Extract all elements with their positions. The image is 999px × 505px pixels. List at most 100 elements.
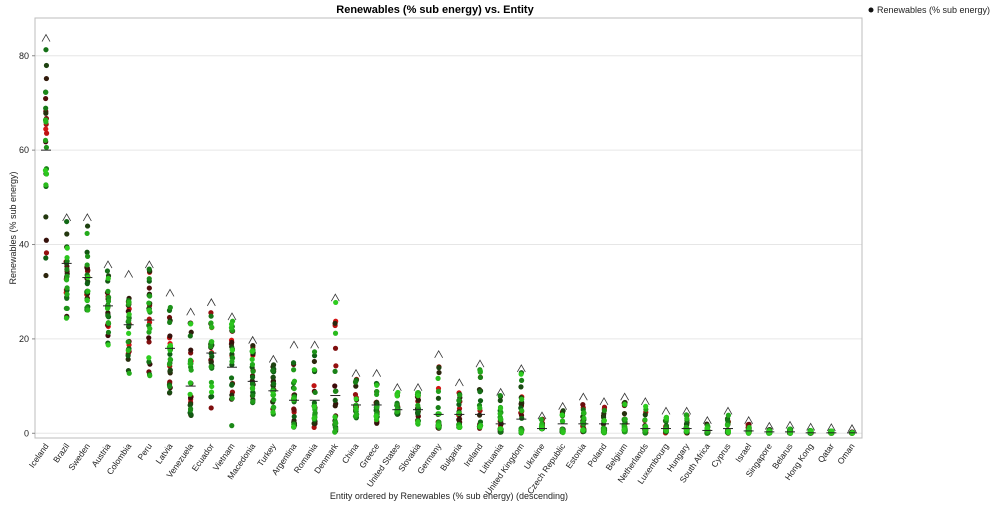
- data-point: [43, 130, 50, 136]
- data-point: [621, 411, 628, 417]
- data-point: [167, 351, 173, 357]
- data-point: [270, 374, 276, 380]
- data-point: [250, 368, 256, 375]
- data-point: [332, 397, 338, 403]
- data-point: [332, 414, 338, 420]
- data-point: [229, 423, 235, 429]
- data-point: [538, 416, 545, 423]
- data-point: [415, 393, 421, 399]
- data-point: [146, 300, 152, 306]
- data-point: [126, 311, 132, 317]
- max-caret: [702, 416, 712, 425]
- data-point: [63, 315, 70, 321]
- data-point: [435, 404, 441, 411]
- data-point: [394, 408, 401, 414]
- data-point: [415, 419, 421, 425]
- data-point: [42, 137, 49, 144]
- data-point: [436, 365, 442, 371]
- x-tick-label: Bulgaria: [438, 441, 464, 473]
- data-point: [249, 348, 255, 355]
- data-point: [332, 368, 338, 374]
- data-point: [85, 288, 91, 294]
- data-point: [435, 388, 442, 394]
- data-point: [497, 405, 504, 411]
- x-tick-label: Israel: [733, 441, 753, 464]
- data-point: [167, 356, 173, 362]
- legend[interactable]: Renewables (% sub energy): [868, 5, 991, 15]
- max-caret: [268, 354, 278, 363]
- data-point: [456, 417, 462, 423]
- data-point: [250, 392, 256, 399]
- data-point: [43, 255, 49, 261]
- data-point: [560, 408, 566, 414]
- data-point: [208, 389, 215, 395]
- data-point: [622, 401, 628, 407]
- data-point: [146, 335, 152, 341]
- max-caret: [723, 406, 733, 415]
- data-point: [64, 291, 70, 297]
- data-point: [519, 408, 525, 414]
- data-point: [291, 385, 297, 392]
- data-point: [683, 428, 690, 434]
- data-point: [436, 411, 442, 417]
- data-point: [725, 412, 732, 418]
- data-point: [311, 349, 318, 355]
- data-point: [684, 416, 690, 422]
- data-point: [436, 369, 442, 376]
- data-point: [125, 339, 131, 345]
- data-point: [498, 416, 504, 422]
- data-point: [105, 320, 111, 326]
- data-point: [333, 363, 339, 369]
- data-point: [105, 342, 111, 348]
- data-point: [146, 339, 152, 345]
- data-point: [787, 430, 793, 436]
- data-point: [146, 359, 152, 365]
- data-point: [43, 89, 49, 95]
- data-point: [188, 347, 194, 353]
- data-point: [290, 360, 297, 366]
- chart-title: Renewables (% sub energy) vs. Entity: [336, 4, 534, 16]
- data-point: [43, 47, 49, 53]
- data-point: [63, 305, 69, 311]
- data-point: [352, 379, 359, 385]
- data-point: [126, 318, 132, 324]
- max-caret: [227, 312, 237, 321]
- data-point: [249, 361, 256, 368]
- data-point: [208, 379, 215, 386]
- data-point: [332, 383, 338, 389]
- data-point: [311, 358, 317, 365]
- y-tick-label: 0: [24, 428, 29, 438]
- data-point: [456, 401, 462, 408]
- gridlines: [35, 55, 862, 434]
- data-point: [249, 374, 256, 380]
- max-caret: [62, 213, 72, 222]
- data-point: [43, 62, 50, 69]
- max-caret: [826, 423, 836, 432]
- data-point: [64, 254, 70, 261]
- data-point: [167, 389, 173, 396]
- data-point: [146, 285, 152, 291]
- data-point: [228, 321, 235, 327]
- data-point: [43, 214, 49, 220]
- max-caret: [454, 378, 464, 387]
- max-caret: [537, 411, 547, 420]
- data-point: [519, 396, 525, 402]
- data-point: [373, 391, 380, 398]
- data-point: [477, 374, 484, 381]
- data-point: [642, 423, 649, 430]
- data-point: [147, 326, 153, 332]
- data-point: [43, 182, 49, 188]
- data-point: [166, 361, 173, 367]
- data-point: [63, 277, 70, 283]
- data-point: [643, 403, 649, 409]
- data-point: [208, 405, 214, 411]
- x-tick-label: Qatar: [816, 441, 836, 464]
- data-point: [725, 428, 731, 434]
- data-point: [601, 418, 607, 424]
- max-caret: [186, 307, 196, 316]
- data-points: [42, 47, 856, 436]
- data-point: [146, 316, 152, 322]
- data-point: [187, 333, 193, 339]
- data-point: [291, 367, 297, 373]
- data-point: [663, 414, 669, 420]
